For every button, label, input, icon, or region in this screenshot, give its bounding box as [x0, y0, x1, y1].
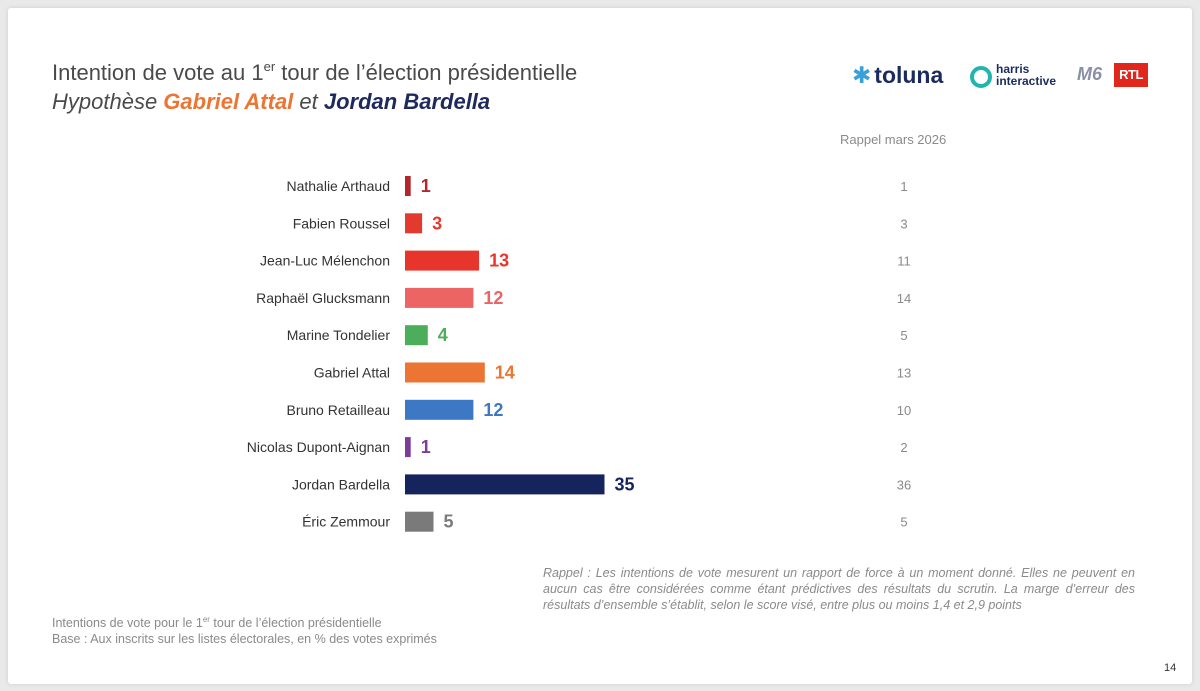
- chart-title: Intention de vote au 1er tour de l’élect…: [52, 59, 578, 85]
- harris-ring-icon: [970, 66, 992, 88]
- bar: [405, 287, 474, 308]
- category-label: Jean-Luc Mélenchon: [260, 253, 390, 269]
- chart-subtitle: Hypothèse Gabriel Attal et Jordan Bardel…: [52, 89, 491, 114]
- rtl-logo: RTL: [1114, 63, 1148, 87]
- rappel-value: 2: [900, 440, 907, 455]
- subtitle-name-bardella: Jordan Bardella: [323, 89, 491, 114]
- rappel-note: Rappel : Les intentions de vote mesurent…: [543, 566, 1135, 612]
- bar: [405, 362, 485, 383]
- rappel-column-header: Rappel mars 2026: [840, 132, 947, 147]
- footer-notes: Intentions de vote pour le 1er tour de l…: [52, 615, 437, 647]
- category-label: Fabien Roussel: [293, 215, 390, 231]
- bar: [405, 474, 605, 495]
- footer-line-1: Intentions de vote pour le 1er tour de l…: [52, 615, 382, 631]
- rappel-value: 5: [900, 515, 907, 530]
- bar-value-label: 13: [489, 251, 509, 271]
- bar: [405, 511, 434, 532]
- bar-value-label: 4: [438, 325, 448, 345]
- bar-value-label: 3: [432, 213, 442, 233]
- bar: [405, 213, 423, 234]
- category-label: Marine Tondelier: [287, 327, 391, 343]
- bar-value-label: 5: [444, 512, 454, 532]
- bar: [405, 325, 428, 346]
- bar-value-label: 12: [483, 400, 503, 420]
- toluna-logo: ✱ toluna: [852, 62, 944, 88]
- slide: [8, 8, 1192, 684]
- rappel-value: 11: [897, 254, 911, 269]
- category-label: Bruno Retailleau: [286, 402, 390, 418]
- bar: [405, 437, 411, 458]
- rappel-value: 3: [900, 216, 907, 231]
- category-label: Nicolas Dupont-Aignan: [247, 439, 390, 455]
- bar: [405, 399, 474, 420]
- bar: [405, 250, 480, 271]
- rappel-value: 13: [897, 366, 911, 381]
- bar-value-label: 35: [615, 474, 635, 494]
- bar-value-label: 12: [483, 288, 503, 308]
- rappel-value: 5: [900, 328, 907, 343]
- bar: [405, 176, 411, 196]
- footer-line-2: Base : Aux inscrits sur les listes élect…: [52, 632, 437, 646]
- category-label: Nathalie Arthaud: [286, 178, 390, 194]
- m6-logo: M6: [1077, 64, 1103, 84]
- bar-value-label: 1: [421, 176, 431, 196]
- category-label: Jordan Bardella: [292, 476, 390, 492]
- rappel-value: 1: [900, 179, 907, 194]
- category-label: Éric Zemmour: [302, 514, 390, 530]
- bar-value-label: 1: [421, 437, 431, 457]
- rappel-value: 14: [897, 291, 911, 306]
- bar-value-label: 14: [495, 363, 515, 383]
- subtitle-name-attal: Gabriel Attal: [163, 89, 294, 114]
- rappel-value: 10: [897, 403, 911, 418]
- category-label: Raphaël Glucksmann: [256, 290, 390, 306]
- page-number: 14: [1164, 662, 1177, 674]
- category-label: Gabriel Attal: [314, 365, 390, 381]
- rappel-value: 36: [897, 477, 911, 492]
